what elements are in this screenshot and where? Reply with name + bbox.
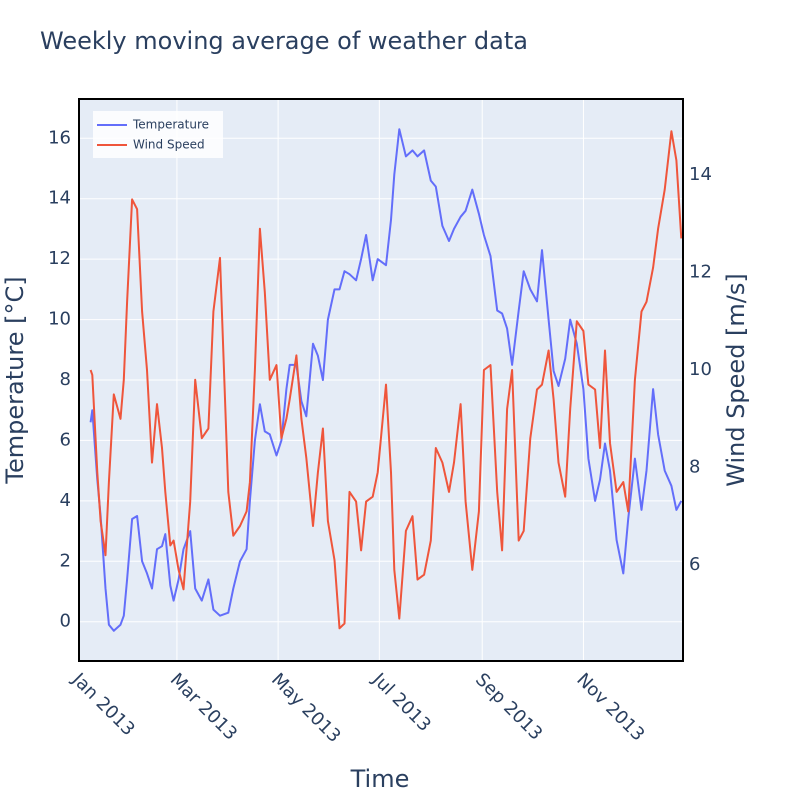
y2-tick-label: 14: [689, 164, 712, 185]
y-tick-label: 6: [60, 429, 71, 450]
series-line: [89, 128, 683, 632]
y-tick-label: 12: [48, 248, 71, 269]
y-tick-label: 0: [60, 611, 71, 632]
y2-axis-title: Wind Speed [m/s]: [722, 273, 750, 487]
legend-label: Wind Speed: [133, 138, 205, 152]
y-tick-label: 2: [60, 550, 71, 571]
y2-tick-label: 6: [689, 554, 700, 575]
y2-tick-label: 12: [689, 262, 712, 283]
y-axis-title: Temperature [°C]: [1, 276, 29, 484]
plot-border: [78, 98, 684, 662]
y-tick-label: 10: [48, 309, 71, 330]
series-line: [89, 130, 683, 630]
x-tick-label: Jul 2013: [368, 669, 435, 736]
chart-title: Weekly moving average of weather data: [40, 27, 528, 55]
y2-tick-label: 8: [689, 456, 700, 477]
y-tick-label: 16: [48, 127, 71, 148]
legend-box: [93, 111, 223, 158]
x-tick-label: Mar 2013: [166, 669, 241, 744]
legend: Temperature Wind Speed: [93, 111, 223, 158]
x-tick-label: May 2013: [267, 669, 345, 747]
x-tick-label: Nov 2013: [572, 669, 648, 745]
y-tick-label: 14: [48, 188, 71, 209]
lines: [89, 128, 683, 632]
y-tick-label: 4: [60, 490, 71, 511]
y2-tick-label: 10: [689, 359, 712, 380]
legend-label: Temperature: [132, 118, 209, 132]
x-tick-label: Jan 2013: [67, 669, 139, 741]
x-tick-label: Sep 2013: [471, 669, 546, 744]
x-axis-title: Time: [350, 765, 410, 793]
y-tick-label: 8: [60, 369, 71, 390]
